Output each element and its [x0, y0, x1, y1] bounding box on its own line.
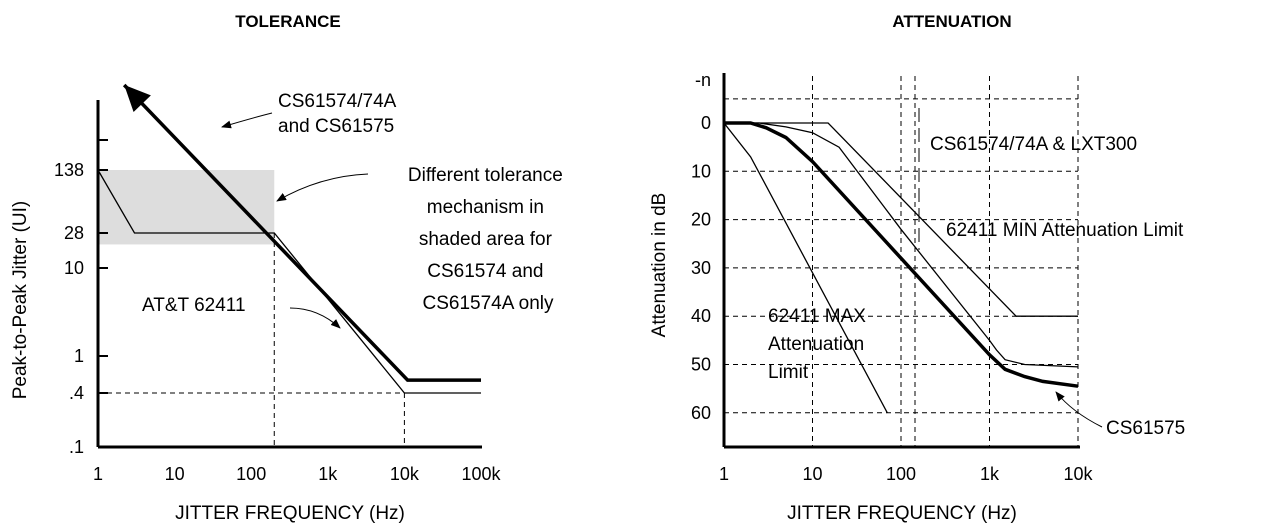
y-tick-label: 0 [701, 113, 711, 133]
annotation-line: CS61574/74A [278, 91, 397, 112]
x-tick-label: 1k [318, 464, 338, 484]
attenuation-axes [722, 73, 1080, 449]
y-tick-label: 138 [54, 160, 84, 180]
attenuation-annotation-max: 62411 MAX Attenuation Limit [768, 306, 871, 383]
attenuation-series-line-1 [724, 122, 1079, 368]
annotation-line: CS61574A only [423, 293, 554, 314]
annotation-line: 62411 MAX [768, 306, 866, 327]
tolerance-x-axis-label: JITTER FREQUENCY (Hz) [175, 503, 405, 524]
tolerance-annotation-shaded: Different tolerance mechanism in shaded … [276, 165, 568, 314]
tolerance-series [97, 83, 481, 394]
attenuation-title: ATTENUATION [892, 12, 1011, 31]
annotation-leader [276, 173, 369, 202]
attenuation-series [723, 121, 1079, 414]
attenuation-y-ticks: -n 0 10 20 30 40 50 60 [691, 70, 711, 423]
x-tick-label: 10 [165, 464, 185, 484]
annotation-line: mechanism in [427, 197, 544, 218]
attenuation-gridlines [724, 76, 1079, 447]
x-tick-label: 1k [980, 464, 1000, 484]
annotation-line: CS61575 [1106, 418, 1185, 439]
x-tick-label: 100 [886, 464, 916, 484]
annotation-line: Limit [768, 362, 809, 383]
annotation-line: CS61574 and [427, 261, 543, 282]
tolerance-chart: TOLERANCE .1 .4 1 10 28 138 1 10 100 1k 10k 100k J… [10, 12, 568, 524]
y-tick-label: 10 [691, 161, 711, 181]
tolerance-gridlines [98, 233, 481, 447]
x-tick-label: 1 [719, 464, 729, 484]
y-tick-label: 30 [691, 258, 711, 278]
annotation-line: CS61574/74A & LXT300 [930, 134, 1137, 155]
tolerance-series-line-1 [97, 169, 481, 394]
tolerance-series-line-0 [122, 83, 481, 382]
annotation-leader [1055, 391, 1103, 428]
x-tick-label: 1 [93, 464, 103, 484]
attenuation-series-line-3 [723, 122, 888, 414]
y-tick-label: 20 [691, 210, 711, 230]
attenuation-annotation-cs61574: CS61574/74A & LXT300 [918, 108, 1137, 250]
attenuation-x-ticks: 1 10 100 1k 10k [719, 464, 1094, 484]
x-tick-label: 10 [802, 464, 822, 484]
attenuation-series-line-2 [724, 122, 1078, 317]
annotation-line: 62411 MIN Attenuation Limit [946, 220, 1184, 241]
annotation-leader [221, 112, 273, 129]
tolerance-title: TOLERANCE [235, 12, 340, 31]
attenuation-annotation-cs61575: CS61575 [1055, 391, 1185, 439]
x-tick-label: 100k [461, 464, 501, 484]
y-tick-label: -n [695, 70, 711, 90]
y-tick-label: 1 [74, 346, 84, 366]
svg-text:62411 MAX Attenuation: 62411 MAX Attenuation Limit [768, 306, 871, 383]
annotation-line: and CS61575 [278, 116, 394, 137]
attenuation-x-axis-label: JITTER FREQUENCY (Hz) [787, 503, 1017, 524]
attenuation-annotation-min: 62411 MIN Attenuation Limit [946, 220, 1184, 241]
svg-text:CS61574/74A and CS6157: CS61574/74A and CS61575 [278, 91, 401, 137]
y-tick-label: 50 [691, 355, 711, 375]
y-tick-label: 60 [691, 403, 711, 423]
y-tick-label: .1 [69, 437, 84, 457]
annotation-line: Attenuation [768, 334, 864, 355]
annotation-line: Different tolerance [408, 165, 563, 186]
tolerance-axes [96, 100, 482, 449]
tolerance-annotation-cs61574: CS61574/74A and CS61575 [221, 91, 401, 137]
tolerance-annotation-att62411: AT&T 62411 [142, 295, 341, 329]
y-tick-label: 28 [64, 223, 84, 243]
tolerance-arrowhead [124, 84, 151, 113]
annotation-line: shaded area for [419, 229, 553, 250]
x-tick-label: 10k [390, 464, 420, 484]
attenuation-series-line-0 [724, 121, 1079, 388]
y-tick-label: 10 [64, 258, 84, 278]
y-tick-label: 40 [691, 306, 711, 326]
tolerance-y-axis-label: Peak-to-Peak Jitter (UI) [10, 201, 31, 400]
annotation-leader [289, 307, 341, 329]
tolerance-x-ticks: 1 10 100 1k 10k 100k [93, 464, 502, 484]
tolerance-shaded-area [98, 170, 275, 245]
attenuation-y-axis-label: Attenuation in dB [649, 193, 670, 338]
x-tick-label: 10k [1063, 464, 1093, 484]
tolerance-y-ticks: .1 .4 1 10 28 138 [54, 139, 108, 457]
y-tick-label: .4 [69, 383, 84, 403]
x-tick-label: 100 [236, 464, 266, 484]
annotation-line: AT&T 62411 [142, 295, 246, 316]
svg-text:Different tolerance me: Different tolerance mechanism in shaded … [408, 165, 568, 314]
